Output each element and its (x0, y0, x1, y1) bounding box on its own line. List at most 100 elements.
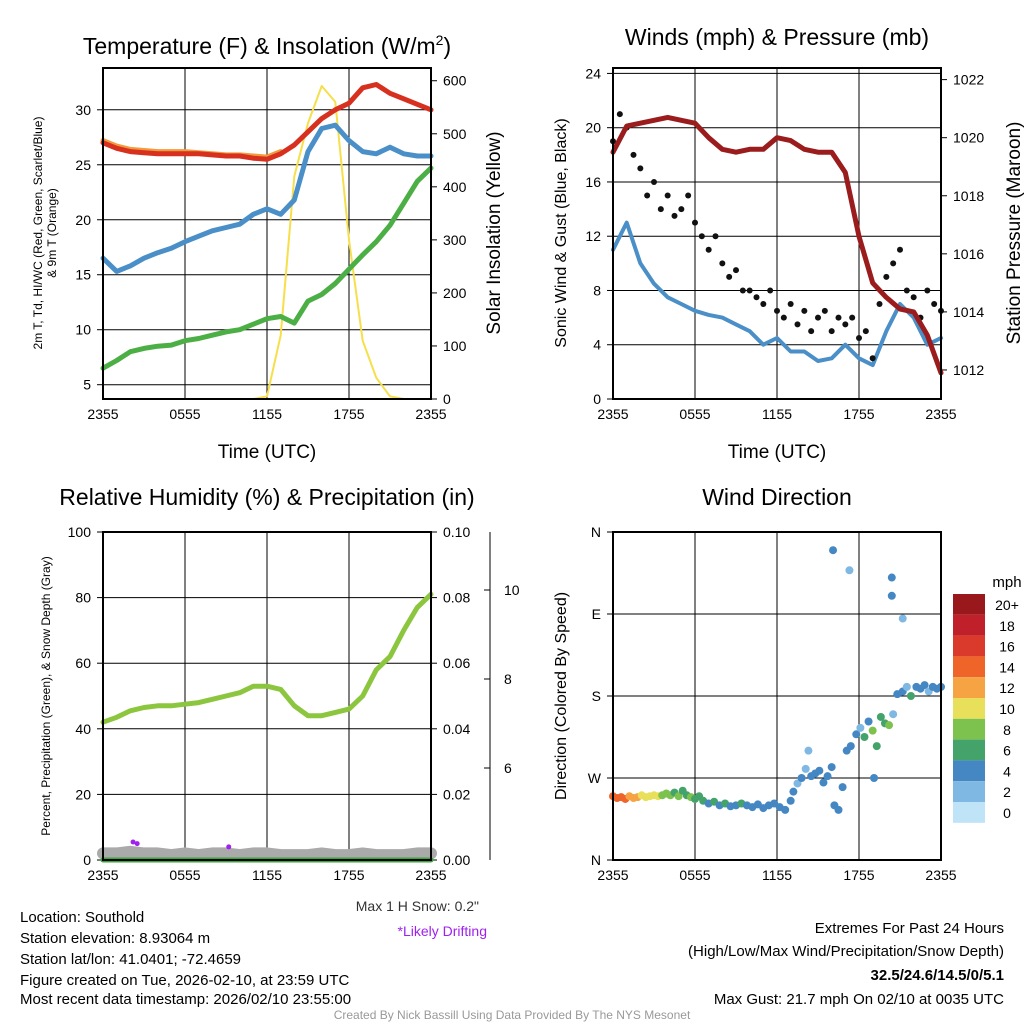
gust-point (692, 219, 698, 226)
legend-label: 4 (1003, 763, 1011, 779)
y2-tick-label: 1018 (953, 188, 984, 204)
latlon-text: Station lat/lon: 41.0401; -72.4659 (20, 951, 241, 968)
y-tick-label: 12 (585, 228, 601, 244)
gust-point (671, 212, 678, 219)
y-tick-label: 4 (593, 337, 601, 353)
x-tick-label: 1755 (843, 867, 874, 883)
direction-point (864, 717, 873, 726)
gust-point (924, 287, 931, 294)
y-tick-label: 60 (75, 655, 91, 671)
gust-point (760, 301, 767, 308)
insolation-y-label: Solar Insolation (Yellow) (484, 131, 505, 334)
series-pressure (610, 114, 944, 376)
gust-point (787, 301, 794, 308)
gust-point (685, 192, 692, 199)
legend-label: 16 (999, 639, 1015, 655)
precip-tick-label: 0.04 (443, 721, 470, 737)
direction-point (852, 730, 861, 739)
plot-frame (612, 531, 942, 861)
series-hi-wc (100, 122, 434, 274)
direction-point (819, 778, 828, 787)
gust-point (842, 321, 849, 328)
gust-point (753, 294, 760, 301)
gust-point (903, 287, 910, 294)
gust-point (698, 233, 705, 240)
direction-point (876, 712, 885, 721)
direction-point (786, 796, 795, 805)
legend-swatch (953, 760, 985, 782)
direction-point (827, 763, 836, 772)
extremes-subtitle: (High/Low/Max Wind/Precipitation/Snow De… (688, 943, 1004, 960)
location-text: Location: Southold (20, 909, 144, 926)
direction-point (834, 805, 843, 814)
snow-tick-label: 6 (504, 760, 512, 776)
x-tick-label: 0555 (169, 406, 200, 422)
x-tick-label: 1155 (762, 867, 792, 883)
gust-point (726, 273, 733, 280)
y-tick-label: 24 (585, 65, 601, 81)
gust-point (657, 206, 664, 213)
direction-point (887, 591, 896, 600)
plot-frame (612, 67, 942, 400)
y-tick-label: 20 (585, 120, 601, 136)
legend-swatch (953, 594, 985, 615)
y2-tick-label: 300 (443, 232, 467, 248)
gust-point (828, 328, 835, 335)
extremes-title: Extremes For Past 24 Hours (815, 920, 1004, 937)
temperature-panel: 2355 0555 1155 1755 235551015202530010020030… (75, 67, 467, 422)
credit-text: Created By Nick Bassill Using Data Provi… (334, 1008, 691, 1022)
rh-panel-title: Relative Humidity (%) & Precipitation (i… (59, 484, 474, 510)
y2-tick-label: 1016 (953, 246, 984, 262)
direction-point (868, 726, 877, 735)
x-tick-label: 1755 (333, 406, 364, 422)
direction-point (797, 774, 806, 782)
legend-swatch (953, 698, 985, 719)
gust-point (719, 260, 726, 267)
direction-point (860, 733, 869, 741)
legend-label: 12 (999, 680, 1015, 696)
y2-tick-label: 100 (443, 338, 467, 354)
direction-point (887, 573, 896, 582)
gust-point (712, 233, 719, 240)
gust-point (616, 111, 623, 118)
drifting-point (134, 841, 140, 847)
y-tick-label: 5 (83, 377, 91, 393)
direction-point (902, 682, 911, 691)
max-gust-text: Max Gust: 21.7 mph On 02/10 at 0035 UTC (714, 991, 1004, 1008)
x-tick-label: 0555 (679, 406, 710, 422)
gust-point (644, 192, 651, 199)
precip-tick-label: 0.06 (443, 655, 470, 671)
gust-point (890, 260, 897, 267)
x-tick-label: 2355 (597, 406, 628, 422)
legend-swatch (953, 739, 985, 761)
y2-tick-label: 200 (443, 285, 467, 301)
direction-panel-title: Wind Direction (702, 484, 852, 510)
legend-label: 6 (1003, 743, 1011, 759)
legend-label: 18 (999, 618, 1015, 634)
y2-tick-label: 600 (443, 73, 467, 89)
gust-point (856, 334, 862, 341)
wind-panel-title: Winds (mph) & Pressure (mb) (625, 24, 929, 50)
legend-title: mph (992, 574, 1021, 591)
x-tick-label: 1155 (252, 867, 282, 883)
wind-x-label: Time (UTC) (728, 442, 827, 463)
x-tick-label: 0555 (679, 867, 710, 883)
y-tick-label: 10 (75, 322, 91, 338)
y-tick-label: W (588, 770, 602, 786)
legend-label: 10 (999, 701, 1015, 717)
drifting-point (226, 844, 232, 850)
temp-y-label: 2m T, Td, HI/WC (Red, Green, Scarlet/Blu… (31, 117, 45, 350)
snow-tick-label: 8 (504, 671, 512, 687)
gust-point (931, 301, 938, 308)
wind-y-label: Sonic Wind & Gust (Blue, Black) (553, 118, 570, 347)
direction-point (823, 772, 832, 781)
y-tick-label: N (591, 852, 601, 868)
max-snow-label: Max 1 H Snow: 0.2" (356, 898, 479, 914)
snow-tick-label: 10 (504, 582, 520, 598)
x-tick-label: 2355 (415, 406, 446, 422)
direction-point (846, 742, 855, 751)
x-tick-label: 1155 (252, 406, 282, 422)
legend-label: 20+ (995, 597, 1019, 613)
drifting-point (130, 839, 136, 845)
created-text: Figure created on Tue, 2026-02-10, at 23… (20, 972, 350, 989)
